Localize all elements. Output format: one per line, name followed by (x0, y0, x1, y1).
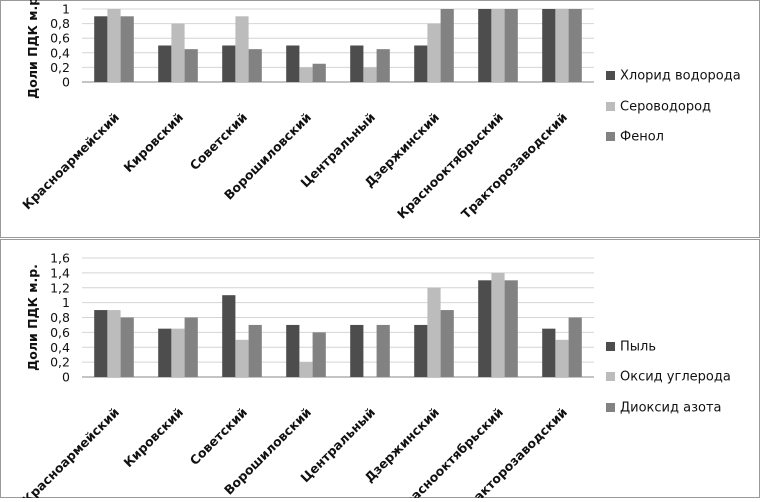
bar (555, 9, 569, 82)
bar (491, 272, 505, 377)
bar (504, 9, 518, 82)
bar (94, 310, 108, 377)
y-tick-label: 0,6 (50, 325, 70, 340)
bar (171, 328, 185, 377)
bar (542, 328, 556, 377)
category-label: Красноармейский (19, 110, 122, 213)
bar (120, 16, 134, 82)
bar (248, 49, 262, 82)
bar (184, 317, 198, 377)
y-tick-label: 0,4 (50, 45, 70, 60)
y-tick-label: 1 (62, 2, 70, 17)
bar (376, 324, 390, 377)
bar (376, 49, 390, 82)
category-label: Краснооктябрьский (394, 110, 506, 222)
y-tick-label: 1,6 (50, 251, 70, 266)
bar (299, 67, 313, 82)
bar (107, 9, 121, 82)
legend-label: Сероводород (620, 100, 711, 115)
bar (158, 328, 172, 377)
bar (568, 317, 582, 377)
bar (568, 9, 582, 82)
legend-swatch (606, 102, 615, 111)
bar (235, 339, 249, 377)
y-tick-label: 0,6 (50, 31, 70, 46)
bar (427, 23, 441, 83)
chart-2: 00,20,40,60,811,21,41,6 Доли ПДК м.р. Крас… (0, 239, 760, 502)
chart-frame (0, 0, 760, 238)
bar (286, 45, 300, 82)
bar (440, 310, 454, 377)
bar (184, 49, 198, 82)
y-tick-label: 1 (62, 295, 70, 310)
y-tick-label: 1,2 (50, 280, 70, 295)
bar (222, 295, 236, 377)
legend-label: Пыль (620, 340, 656, 355)
category-label: Советский (187, 110, 251, 174)
bar (171, 23, 185, 83)
bar (504, 280, 518, 377)
bar (350, 45, 364, 82)
bar (414, 324, 428, 377)
y-tick-label: 0,2 (50, 60, 70, 75)
y-tick-label: 0,8 (50, 310, 70, 325)
bar (248, 324, 262, 377)
y-axis-title: Доли ПДК м.р. (25, 264, 40, 371)
legend-label: Фенол (620, 130, 664, 145)
bar (107, 310, 121, 377)
bar (158, 45, 172, 82)
legend-swatch (606, 342, 615, 351)
bar (478, 280, 492, 377)
bar (414, 45, 428, 82)
y-tick-label: 0,8 (50, 16, 70, 31)
bar (299, 362, 313, 377)
y-axis-title: Доли ПДК м.р. (25, 0, 40, 99)
legend-swatch (606, 372, 615, 381)
y-tick-label: 0,4 (50, 340, 70, 355)
bar (222, 45, 236, 82)
y-tick-label: 1,4 (50, 265, 70, 280)
legend-label: Оксид углерода (620, 370, 731, 385)
legend-label: Хлорид водорода (620, 69, 741, 84)
bar (427, 287, 441, 377)
category-label: Кировский (120, 110, 186, 176)
category-label: Красноармейский (19, 405, 122, 498)
bar (542, 9, 556, 82)
legend-swatch (606, 403, 615, 412)
bar (350, 324, 364, 377)
category-label: Кировский (120, 405, 186, 471)
bar (235, 16, 249, 82)
bar (120, 317, 134, 377)
bar (286, 324, 300, 377)
bar (312, 63, 326, 82)
bar (363, 67, 377, 82)
category-label: Советский (187, 405, 251, 469)
bar (440, 9, 454, 82)
y-tick-label: 0 (62, 75, 70, 90)
legend-swatch (606, 132, 615, 141)
legend-swatch (606, 71, 615, 80)
y-tick-label: 0,2 (50, 355, 70, 370)
bar (491, 9, 505, 82)
category-label: Тракторозаводский (458, 405, 570, 498)
legend-label: Диоксид азота (620, 401, 722, 416)
bar (478, 9, 492, 82)
chart-1: 00,20,40,60,81 Доли ПДК м.р. Красноармейск… (0, 0, 760, 238)
bar (312, 332, 326, 377)
y-tick-label: 0 (62, 370, 70, 385)
bar (555, 339, 569, 377)
category-label: Тракторозаводский (458, 110, 570, 222)
bar (94, 16, 108, 82)
